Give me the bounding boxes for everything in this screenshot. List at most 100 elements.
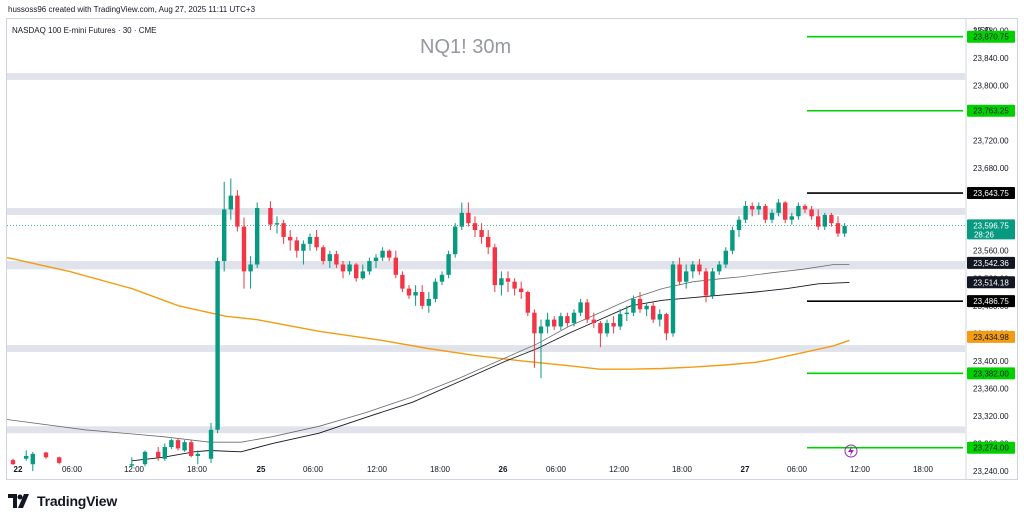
candle-body: [307, 236, 313, 244]
candle-body: [657, 314, 662, 320]
level-tag: [967, 295, 1015, 308]
candle-body: [598, 323, 603, 334]
candle-body: [789, 216, 794, 220]
gray-zone: [7, 426, 965, 434]
candle-body: [57, 457, 62, 463]
candle-body: [776, 202, 781, 213]
candle-body: [644, 305, 649, 310]
candle-body: [380, 250, 385, 258]
candle-body: [697, 264, 702, 272]
x-tick-label: 06:00: [546, 465, 567, 474]
candle-body: [327, 254, 332, 262]
y-tick-label: 23,680.00: [973, 164, 1009, 173]
x-tick-label: 06:00: [303, 465, 324, 474]
candle-body: [631, 298, 636, 313]
candle-body: [433, 281, 438, 299]
candle-body: [479, 230, 484, 237]
gray-zone: [7, 345, 965, 352]
level-tag: [967, 187, 1015, 200]
candle-body: [591, 319, 596, 324]
candle-body: [512, 281, 517, 289]
currency-label[interactable]: USD: [974, 26, 991, 35]
chart-frame: [6, 18, 1018, 480]
x-tick-label: 18:00: [430, 465, 451, 474]
x-tick-label: 12:00: [367, 465, 388, 474]
candle-body: [769, 212, 775, 220]
candle-body: [24, 455, 29, 459]
candle-body: [486, 236, 491, 248]
vwap-lower-band-line: [131, 281, 850, 462]
orange-moving-average-line: [6, 256, 850, 370]
y-tick-label: 23,320.00: [973, 412, 1009, 421]
x-tick-label: 06:00: [787, 465, 808, 474]
brand-name: TradingView: [37, 493, 118, 509]
tradingview-brand[interactable]: TradingView: [8, 492, 117, 510]
gray-zone: [7, 208, 965, 215]
candle-body: [420, 292, 425, 306]
x-tick-label: 18:00: [913, 465, 934, 474]
x-tick-label: 12:00: [609, 465, 630, 474]
candle-body: [842, 225, 847, 234]
candle-body: [703, 271, 709, 296]
candle-body: [730, 230, 735, 251]
candle-body: [347, 264, 352, 272]
candle-body: [182, 442, 187, 451]
candle-body: [387, 250, 392, 258]
candle-body: [321, 247, 326, 262]
y-tick-label: 23,240.00: [973, 467, 1009, 476]
candle-body: [413, 292, 418, 296]
gray-zone: [7, 73, 965, 80]
symbol-description[interactable]: NASDAQ 100 E-mini Futures · 30 · CME: [12, 26, 157, 35]
candle-body: [189, 442, 194, 456]
candle-body: [294, 240, 299, 251]
candle-body: [578, 302, 583, 313]
candle-body: [829, 214, 834, 224]
candle-body: [545, 319, 550, 327]
candle-body: [156, 451, 161, 458]
indicator-tag: [967, 256, 1015, 269]
y-tick-label: 23,560.00: [973, 247, 1009, 256]
last-price-label: 23,596.75: [973, 221, 1009, 230]
level-tag-label: 23,486.75: [973, 297, 1009, 306]
candle-body: [796, 205, 801, 217]
candle-body: [571, 312, 577, 324]
candle-body: [43, 452, 49, 458]
candle-body: [651, 305, 656, 320]
candle-body: [835, 223, 841, 234]
candle-body: [406, 288, 412, 296]
y-tick-label: 23,840.00: [973, 54, 1009, 63]
bar-countdown-label: 28:26: [974, 230, 995, 239]
candle-body: [162, 447, 167, 459]
y-tick-label: 23,400.00: [973, 357, 1009, 366]
candle-body: [354, 264, 359, 279]
candle-body: [565, 316, 570, 324]
candle-body: [129, 464, 134, 466]
level-tag: [967, 104, 1015, 117]
candle-body: [393, 257, 398, 275]
candle-body: [169, 440, 174, 448]
level-tag: [967, 441, 1015, 454]
candle-body: [459, 212, 464, 227]
candle-body: [585, 302, 590, 320]
candle-body: [604, 323, 610, 334]
candle-body: [763, 205, 768, 220]
candle-body: [736, 219, 742, 231]
candle-body: [492, 247, 497, 286]
candle-body: [248, 264, 253, 272]
y-tick-label: 23,360.00: [973, 384, 1009, 393]
candle-body: [175, 440, 181, 449]
indicator-tag-label: 23,514.18: [973, 278, 1009, 287]
candle-body: [334, 254, 339, 265]
candle-body: [235, 195, 240, 227]
candle-body: [453, 226, 458, 255]
level-tag: [967, 30, 1015, 43]
candle-body: [288, 236, 293, 241]
candle-body: [301, 243, 306, 251]
x-tick-label: 18:00: [187, 465, 208, 474]
candle-body: [340, 264, 346, 272]
candle-body: [816, 216, 821, 227]
x-tick-label: 22: [14, 465, 23, 474]
level-tag-label: 23,274.00: [973, 444, 1009, 453]
lightning-icon[interactable]: [844, 444, 858, 458]
